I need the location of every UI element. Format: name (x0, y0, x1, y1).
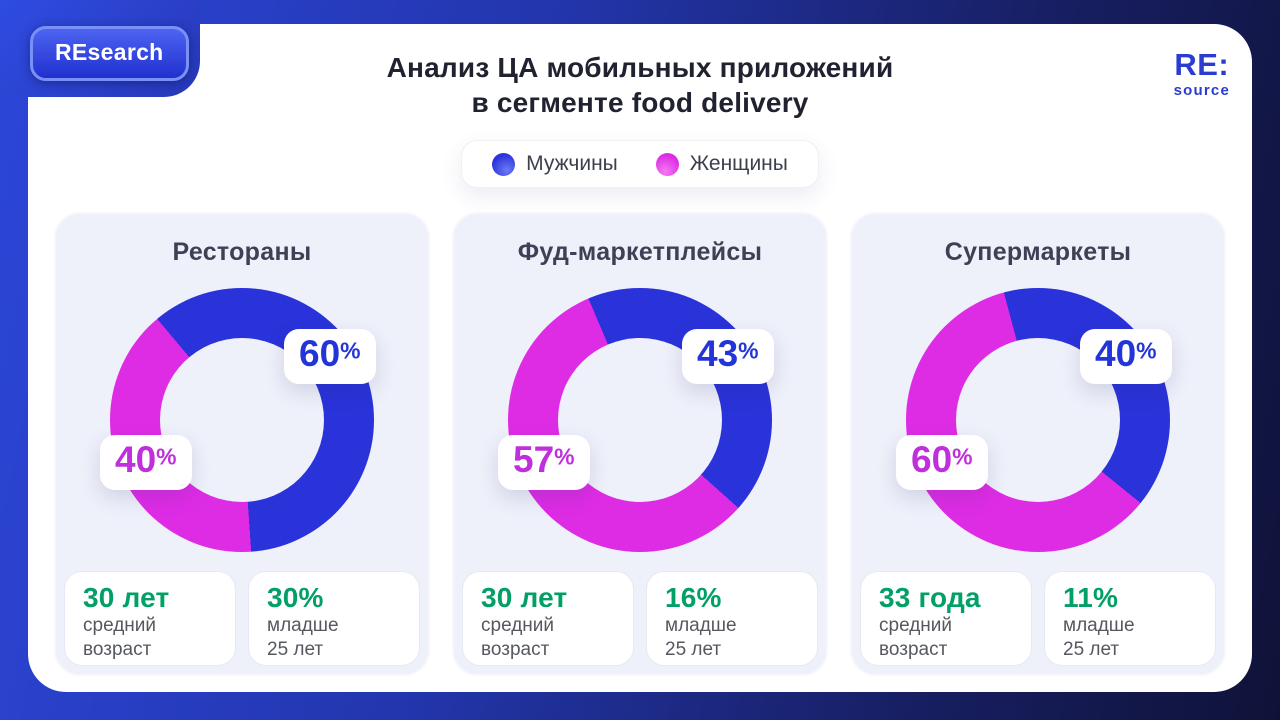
card-title: Супермаркеты (944, 238, 1132, 266)
stat-caption-line2: 25 лет (1063, 639, 1120, 660)
card-restaurants: Рестораны 60% 40% 30 лет средний возраст… (54, 212, 430, 676)
card-title: Рестораны (172, 238, 312, 266)
legend-label-women: Женщины (689, 152, 788, 175)
resource-logo-bottom: source (1173, 82, 1230, 99)
stat-value: 30% (267, 582, 324, 613)
stat-caption-line1: младше (267, 615, 339, 636)
stat-value: 30 лет (481, 582, 568, 613)
stat-under-25: 11% младше 25 лет (1044, 571, 1216, 666)
stats-row: 30 лет средний возраст 30% младше 25 лет (64, 571, 420, 666)
resource-logo-top: RE: (1174, 47, 1230, 82)
stat-average-age: 30 лет средний возраст (64, 571, 236, 666)
stat-under-25: 16% младше 25 лет (646, 571, 818, 666)
stat-caption-line1: средний (879, 615, 953, 636)
stat-caption-line1: средний (83, 615, 157, 636)
legend-item-men: Мужчины (492, 152, 618, 176)
legend-pill: Мужчины Женщины (461, 140, 819, 188)
stats-row: 30 лет средний возраст 16% младше 25 лет (462, 571, 818, 666)
stat-caption-line2: 25 лет (267, 639, 324, 660)
female-share-label: 57% (498, 435, 590, 490)
stat-value: 30 лет (83, 582, 170, 613)
card-supermarkets: Супермаркеты 40% 60% 33 года средний воз… (850, 212, 1226, 676)
chart-legend: Мужчины Женщины (0, 140, 1280, 188)
stat-average-age: 30 лет средний возраст (462, 571, 634, 666)
page-title: Анализ ЦА мобильных приложений в сегмент… (0, 50, 1280, 120)
male-share-label: 60% (284, 329, 376, 384)
male-share-label: 43% (682, 329, 774, 384)
stats-row: 33 года средний возраст 11% младше 25 ле… (860, 571, 1216, 666)
category-cards-row: Рестораны 60% 40% 30 лет средний возраст… (54, 212, 1226, 676)
card-food-marketplaces: Фуд-маркетплейсы 43% 57% 30 лет средний … (452, 212, 828, 676)
men-color-dot-icon (492, 152, 516, 176)
stat-caption-line1: младше (1063, 615, 1135, 636)
research-badge-label: REsearch (55, 39, 164, 65)
page-title-line1: Анализ ЦА мобильных приложений (386, 52, 894, 83)
stat-value: 33 года (879, 582, 981, 613)
stat-under-25: 30% младше 25 лет (248, 571, 420, 666)
page-title-line2: в сегменте food delivery (471, 87, 809, 118)
stat-value: 11% (1063, 582, 1119, 613)
female-share-label: 40% (100, 435, 192, 490)
stat-caption-line1: средний (481, 615, 555, 636)
stat-value: 16% (665, 582, 722, 613)
legend-label-men: Мужчины (526, 152, 618, 175)
male-share-label: 40% (1080, 329, 1172, 384)
stat-average-age: 33 года средний возраст (860, 571, 1032, 666)
stat-caption-line2: возраст (481, 639, 550, 660)
stat-caption-line1: младше (665, 615, 737, 636)
donut-chart-food-marketplaces (508, 288, 772, 552)
stat-caption-line2: 25 лет (665, 639, 722, 660)
donut-chart-supermarkets (906, 288, 1170, 552)
research-badge[interactable]: REsearch (30, 26, 189, 81)
resource-logo: RE: source (1173, 47, 1230, 99)
stat-caption-line2: возраст (83, 639, 152, 660)
female-share-label: 60% (896, 435, 988, 490)
legend-item-women: Женщины (655, 152, 788, 176)
card-title: Фуд-маркетплейсы (517, 238, 763, 266)
donut-chart-restaurants (110, 288, 374, 552)
stat-caption-line2: возраст (879, 639, 948, 660)
women-color-dot-icon (655, 152, 679, 176)
